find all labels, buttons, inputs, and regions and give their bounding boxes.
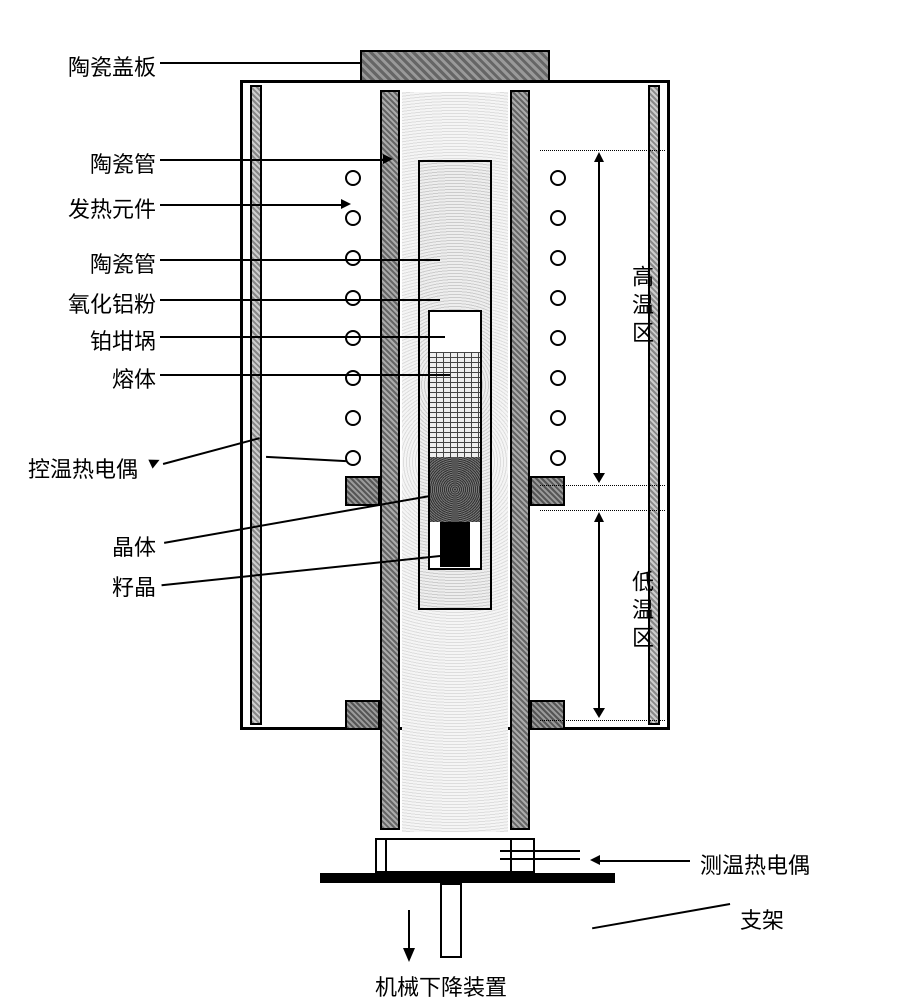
low-zone-top-line xyxy=(540,510,665,511)
leader-cover xyxy=(160,62,360,64)
label-crucible: 铂坩埚 xyxy=(90,324,156,356)
heater-coil-icon xyxy=(345,170,361,186)
arrow-right-icon xyxy=(341,199,351,209)
leader-crucible xyxy=(160,336,445,338)
high-zone-arrow xyxy=(598,160,600,475)
heater-coil-icon xyxy=(345,290,361,306)
low-zone-arrow xyxy=(598,520,600,710)
ring-support-block xyxy=(530,700,565,730)
ring-support-block xyxy=(345,476,380,506)
label-ceramic-tube: 陶瓷管 xyxy=(90,147,156,179)
leader-alumina xyxy=(160,299,440,301)
high-zone-bottom-line xyxy=(540,485,665,486)
label-support: 支架 xyxy=(740,903,784,935)
heater-coil-icon xyxy=(550,210,566,226)
melt-region xyxy=(430,352,480,457)
label-crystal: 晶体 xyxy=(112,530,156,562)
heater-coil-icon xyxy=(550,290,566,306)
ring-support-block xyxy=(345,700,380,730)
tube-wall-left xyxy=(380,90,400,830)
label-heating-element: 发热元件 xyxy=(68,192,156,224)
seed-crystal xyxy=(440,522,470,567)
platform-leg-right xyxy=(510,840,512,873)
heater-coil-icon xyxy=(550,450,566,466)
heater-coil-icon xyxy=(550,250,566,266)
label-measure-tc: 测温热电偶 xyxy=(700,848,810,880)
heater-coil-icon xyxy=(550,410,566,426)
leader-heater xyxy=(160,204,343,206)
heater-coil-icon xyxy=(550,330,566,346)
arrow-up-icon xyxy=(594,152,604,162)
arrow-right-icon xyxy=(148,455,161,468)
furnace-diagram: 高温区 低温区 xyxy=(200,40,720,940)
ring-support-block xyxy=(530,476,565,506)
tube-wall-right xyxy=(510,90,530,830)
heater-coil-icon xyxy=(550,170,566,186)
crystal-region xyxy=(430,457,480,522)
leader-mtc xyxy=(600,860,690,862)
arrow-down-icon xyxy=(593,708,605,718)
label-alumina: 氧化铝粉 xyxy=(68,287,156,319)
arrow-up-icon xyxy=(594,512,604,522)
high-zone-top-line xyxy=(540,150,665,151)
high-temp-zone-label: 高温区 xyxy=(625,265,657,349)
heater-coil-icon xyxy=(345,250,361,266)
platform-leg-left xyxy=(385,840,387,873)
heater-coil-icon xyxy=(345,370,361,386)
label-control-tc: 控温热电偶 xyxy=(28,452,138,484)
lowering-rod xyxy=(440,883,462,958)
platinum-crucible xyxy=(428,310,482,570)
leader-melt xyxy=(160,374,450,376)
low-zone-bottom-line xyxy=(540,720,665,721)
crucible-empty-space xyxy=(430,312,480,352)
arrow-down-icon xyxy=(593,473,605,483)
heater-coil-icon xyxy=(345,450,361,466)
arrow-left-icon xyxy=(590,855,600,865)
label-seed: 籽晶 xyxy=(112,570,156,602)
leader-innertube xyxy=(160,259,440,261)
heater-coil-icon xyxy=(550,370,566,386)
label-inner-tube: 陶瓷管 xyxy=(90,247,156,279)
heater-coil-icon xyxy=(345,410,361,426)
heater-coil-icon xyxy=(345,330,361,346)
down-arrow-icon xyxy=(403,948,415,962)
leader-tube xyxy=(160,159,385,161)
measure-tc-line1 xyxy=(500,850,580,852)
low-temp-zone-label: 低温区 xyxy=(625,570,657,654)
label-melt: 熔体 xyxy=(112,362,156,394)
heater-coil-icon xyxy=(345,210,361,226)
support-bracket xyxy=(320,873,615,883)
label-cover-plate: 陶瓷盖板 xyxy=(68,50,156,82)
label-lowering: 机械下降装置 xyxy=(375,970,507,1002)
measure-tc-line2 xyxy=(500,858,580,860)
down-motion-line xyxy=(408,910,410,950)
arrow-right-icon xyxy=(383,154,393,164)
furnace-wall-left xyxy=(250,85,262,725)
